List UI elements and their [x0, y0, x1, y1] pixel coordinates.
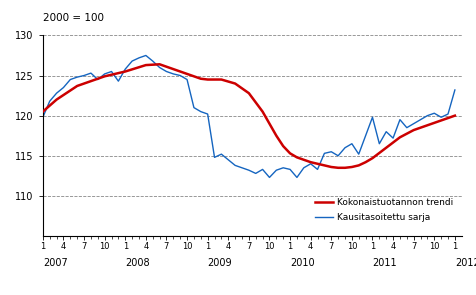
Text: 2010: 2010 — [290, 258, 315, 268]
Text: 2008: 2008 — [125, 258, 150, 268]
Text: 2012: 2012 — [455, 258, 476, 268]
Text: 2000 = 100: 2000 = 100 — [43, 13, 104, 23]
Text: 2009: 2009 — [208, 258, 232, 268]
Text: 2011: 2011 — [373, 258, 397, 268]
Text: 2007: 2007 — [43, 258, 68, 268]
Legend: Kokonaistuotannon trendi, Kausitasoitettu sarja: Kokonaistuotannon trendi, Kausitasoitett… — [311, 195, 457, 225]
